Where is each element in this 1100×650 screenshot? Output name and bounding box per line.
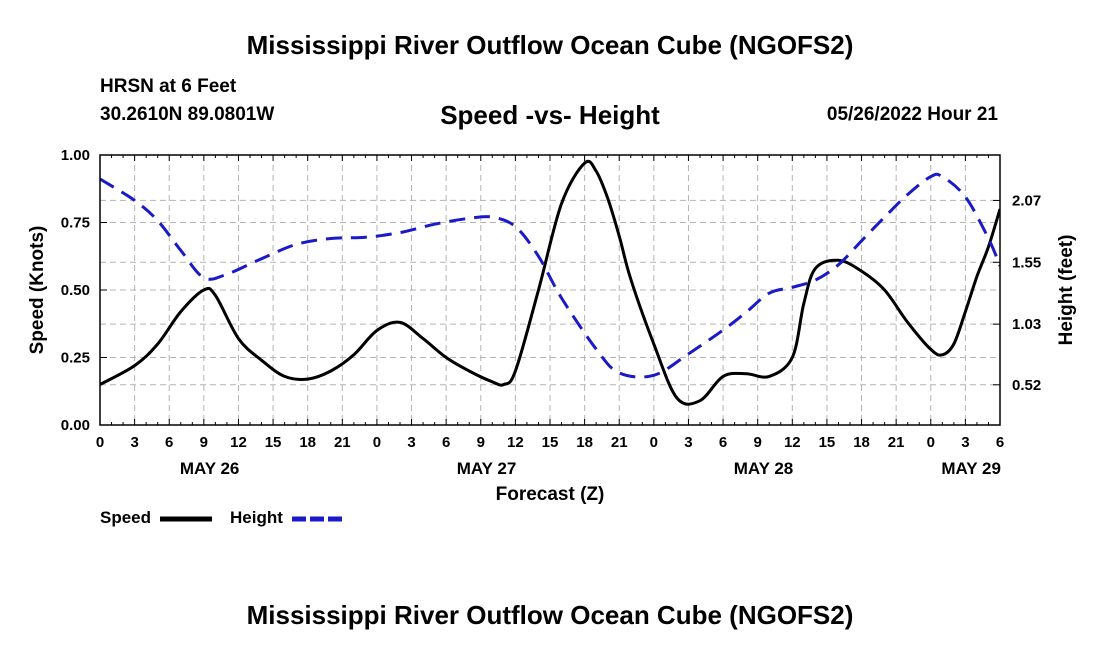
x-axis-label: Forecast (Z) [496, 484, 605, 505]
y-right-tick-label: 1.03 [1012, 316, 1041, 333]
y-left-tick-label: 0.50 [61, 282, 90, 299]
legend-height-label: Height [230, 508, 283, 527]
y-left-tick-label: 1.00 [61, 147, 90, 164]
coordinates-label: 30.2610N 89.0801W [100, 104, 275, 125]
x-tick-label: 3 [961, 434, 969, 451]
y-right-tick-label: 0.52 [1012, 377, 1041, 394]
x-tick-label: 12 [230, 434, 247, 451]
x-tick-label: 15 [819, 434, 836, 451]
x-tick-label: 18 [576, 434, 593, 451]
legend-speed-label: Speed [100, 508, 152, 527]
series-layer [100, 159, 1000, 406]
x-tick-label: 9 [200, 434, 208, 451]
x-tick-label: 0 [373, 434, 381, 451]
y-left-tick-label: 0.25 [61, 350, 90, 367]
y-right-tick-label: 2.07 [1012, 192, 1041, 209]
x-tick-label: 3 [407, 434, 415, 451]
y-left-axis-label: Speed (Knots) [27, 226, 48, 355]
y-right-tick-label: 1.55 [1012, 254, 1041, 271]
forecast-datetime: 05/26/2022 Hour 21 [826, 104, 998, 125]
x-tick-label: 6 [719, 434, 727, 451]
x-tick-label: 3 [130, 434, 138, 451]
series-line-speed [100, 159, 1000, 406]
station-label: HRSN at 6 Feet [100, 76, 237, 97]
day-label: MAY 26 [180, 459, 240, 478]
x-tick-label: 3 [684, 434, 692, 451]
x-tick-label: 9 [754, 434, 762, 451]
day-label: MAY 27 [457, 459, 517, 478]
x-tick-label: 18 [299, 434, 316, 451]
grid [100, 155, 1000, 425]
x-tick-label: 21 [611, 434, 628, 451]
chart-subtitle: Speed -vs- Height [440, 100, 660, 130]
x-tick-label: 21 [334, 434, 351, 451]
chart-title: Mississippi River Outflow Ocean Cube (NG… [246, 30, 854, 60]
x-tick-label: 12 [507, 434, 524, 451]
x-tick-label: 6 [442, 434, 450, 451]
x-tick-label: 21 [888, 434, 905, 451]
day-label: MAY 28 [734, 459, 794, 478]
series-line-height [100, 172, 1000, 379]
x-tick-label: 9 [477, 434, 485, 451]
x-tick-label: 18 [853, 434, 870, 451]
y-right-axis-label: Height (feet) [1056, 235, 1077, 346]
x-tick-label: 15 [542, 434, 559, 451]
footer-title: Mississippi River Outflow Ocean Cube (NG… [246, 600, 854, 630]
x-tick-label: 0 [96, 434, 104, 451]
y-left-tick-label: 0.00 [61, 417, 90, 434]
axes: 0 3 6 9 12 15 18 21 0 3 6 9 12 15 18 21 0 3 6 9 12 15 18 21 0 3 6 0… [27, 147, 1077, 505]
x-tick-label: 15 [265, 434, 282, 451]
day-label: MAY 29 [941, 459, 1001, 478]
x-tick-label: 6 [165, 434, 173, 451]
x-tick-label: 6 [996, 434, 1004, 451]
x-tick-label: 0 [927, 434, 935, 451]
y-left-tick-label: 0.75 [61, 215, 90, 232]
x-tick-label: 0 [650, 434, 658, 451]
x-tick-label: 12 [784, 434, 801, 451]
